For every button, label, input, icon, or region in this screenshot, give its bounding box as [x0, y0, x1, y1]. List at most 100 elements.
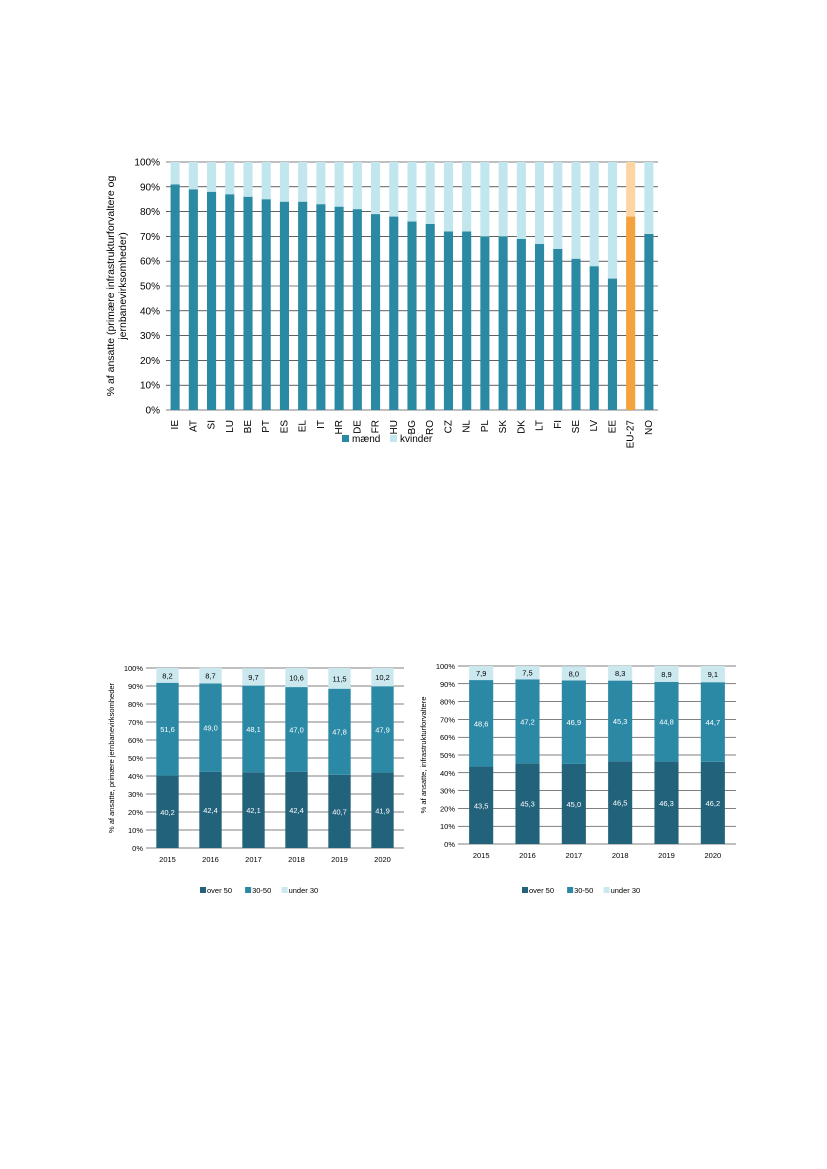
y-axis-label: % af ansatte, infrastrukturforvaltere — [419, 697, 428, 814]
bar-men — [535, 243, 545, 410]
data-label: 49,0 — [203, 724, 218, 733]
data-label: 47,2 — [520, 717, 535, 726]
bar-women — [644, 162, 654, 234]
y-tick-label: 50% — [140, 282, 160, 293]
bar-women — [207, 162, 217, 192]
y-tick-label: 90% — [140, 182, 160, 193]
y-tick-label: 80% — [128, 700, 143, 709]
bar-segment-over-50 — [515, 763, 540, 844]
y-tick-label: 50% — [440, 751, 455, 760]
bar-women — [225, 162, 235, 195]
y-tick-label: 70% — [440, 715, 455, 724]
x-tick-label: FI — [553, 420, 564, 429]
bar-men — [170, 184, 180, 410]
y-tick-label: 100% — [124, 664, 144, 673]
y-tick-label: 90% — [440, 680, 455, 689]
gender-chart-svg: 0% 10% 20% 30% 40% 50% 60% 70% 80% 90% 100% IE AT SI L… — [105, 158, 658, 448]
x-tick-label: RO — [425, 420, 436, 435]
data-label: 10,2 — [375, 673, 390, 682]
legend-label: under 30 — [289, 886, 319, 895]
data-label: 9,1 — [708, 670, 718, 679]
bar-women — [389, 162, 399, 217]
bar-women — [462, 162, 472, 232]
legend-label-women: kvinder — [400, 434, 433, 445]
bar-men — [480, 236, 490, 410]
x-tick-label: NL — [462, 420, 473, 433]
x-tick-label: LT — [535, 420, 546, 431]
bar-segment-30-50 — [608, 680, 633, 762]
data-label: 7,5 — [522, 669, 532, 678]
y-tick-label: 10% — [440, 822, 455, 831]
bar-segment-under-30 — [371, 668, 394, 687]
bar-men — [571, 258, 581, 410]
data-label: 46,9 — [567, 718, 582, 727]
x-tick-label: 2018 — [288, 855, 305, 864]
x-tick-label: NO — [644, 420, 655, 435]
bar-men — [207, 191, 217, 410]
x-tick-label: ES — [279, 420, 290, 434]
data-label: 8,0 — [569, 669, 579, 678]
bar-segment-under-30 — [515, 666, 540, 680]
bar-men — [425, 224, 435, 410]
bar-segment-over-50 — [156, 775, 179, 848]
data-label: 7,9 — [476, 669, 486, 678]
bar-segment-under-30 — [328, 668, 351, 689]
bar-women — [170, 162, 180, 185]
legend-swatch — [567, 887, 574, 893]
bar-women — [261, 162, 271, 200]
bar-men — [279, 201, 289, 410]
bar-segment-30-50 — [328, 688, 351, 775]
data-label: 47,0 — [289, 725, 304, 734]
legend-label: under 30 — [611, 886, 641, 895]
y-tick-label: 30% — [128, 790, 143, 799]
data-label: 48,6 — [474, 719, 489, 728]
bar-segment-30-50 — [700, 682, 725, 762]
x-tick-label: 2018 — [612, 851, 629, 860]
bar-segment-under-30 — [199, 667, 222, 684]
data-label: 8,3 — [615, 669, 625, 678]
age-chart-railway-svg: 0% 10% 20% 30% 40% 50% 60% 70% 80% 90% 100% 40,2 51,… — [107, 664, 404, 895]
bar-men — [188, 189, 198, 410]
bar-segment-over-50 — [608, 761, 633, 844]
y-tick-label: 100% — [436, 662, 456, 671]
data-label: 44,8 — [659, 718, 674, 727]
bar-women — [516, 162, 526, 239]
bar-segment-over-50 — [469, 766, 494, 844]
bar-segment-under-30 — [156, 668, 179, 683]
bar-segment-30-50 — [654, 681, 679, 762]
data-label: 51,6 — [160, 725, 175, 734]
bar-women — [425, 162, 435, 224]
bar-women — [371, 162, 381, 215]
bar-women — [334, 162, 344, 207]
x-tick-label: CZ — [443, 420, 454, 433]
age-chart-infrastructure: 0% 10% 20% 30% 40% 50% 60% 70% 80% 90% 100% 43,5 48,… — [410, 655, 740, 905]
data-label: 48,1 — [246, 725, 261, 734]
age-chart-railway: 0% 10% 20% 30% 40% 50% 60% 70% 80% 90% 100% 40,2 51,… — [100, 655, 410, 905]
y-tick-label: 80% — [440, 698, 455, 707]
y-axis-label-line2: jernbanevirksomheder) — [117, 232, 129, 340]
y-tick-label: 60% — [440, 733, 455, 742]
bar-women — [352, 162, 362, 210]
x-tick-label: IE — [170, 420, 181, 430]
y-tick-label: 0% — [132, 844, 143, 853]
x-tick-label: FR — [371, 420, 382, 433]
x-tick-label: DE — [352, 420, 363, 434]
bar-men — [589, 266, 599, 410]
data-label: 8,2 — [162, 671, 172, 680]
data-label: 47,9 — [375, 725, 390, 734]
x-tick-label: SI — [207, 420, 218, 429]
data-label: 45,3 — [613, 717, 628, 726]
bar-men — [553, 248, 563, 410]
data-label: 41,9 — [375, 806, 390, 815]
bar-segment-under-30 — [285, 668, 308, 688]
x-tick-label: PL — [480, 420, 491, 433]
x-tick-label: HR — [334, 420, 345, 434]
y-tick-label: 40% — [128, 772, 143, 781]
y-axis-label: % af ansatte, primære jernbanevirksomhed… — [107, 682, 116, 833]
x-tick-label: SE — [571, 420, 582, 434]
x-tick-label: HU — [389, 420, 400, 434]
data-label: 40,7 — [332, 807, 347, 816]
bar-men — [298, 201, 308, 410]
bar-men — [389, 216, 399, 410]
data-label: 40,2 — [160, 808, 175, 817]
